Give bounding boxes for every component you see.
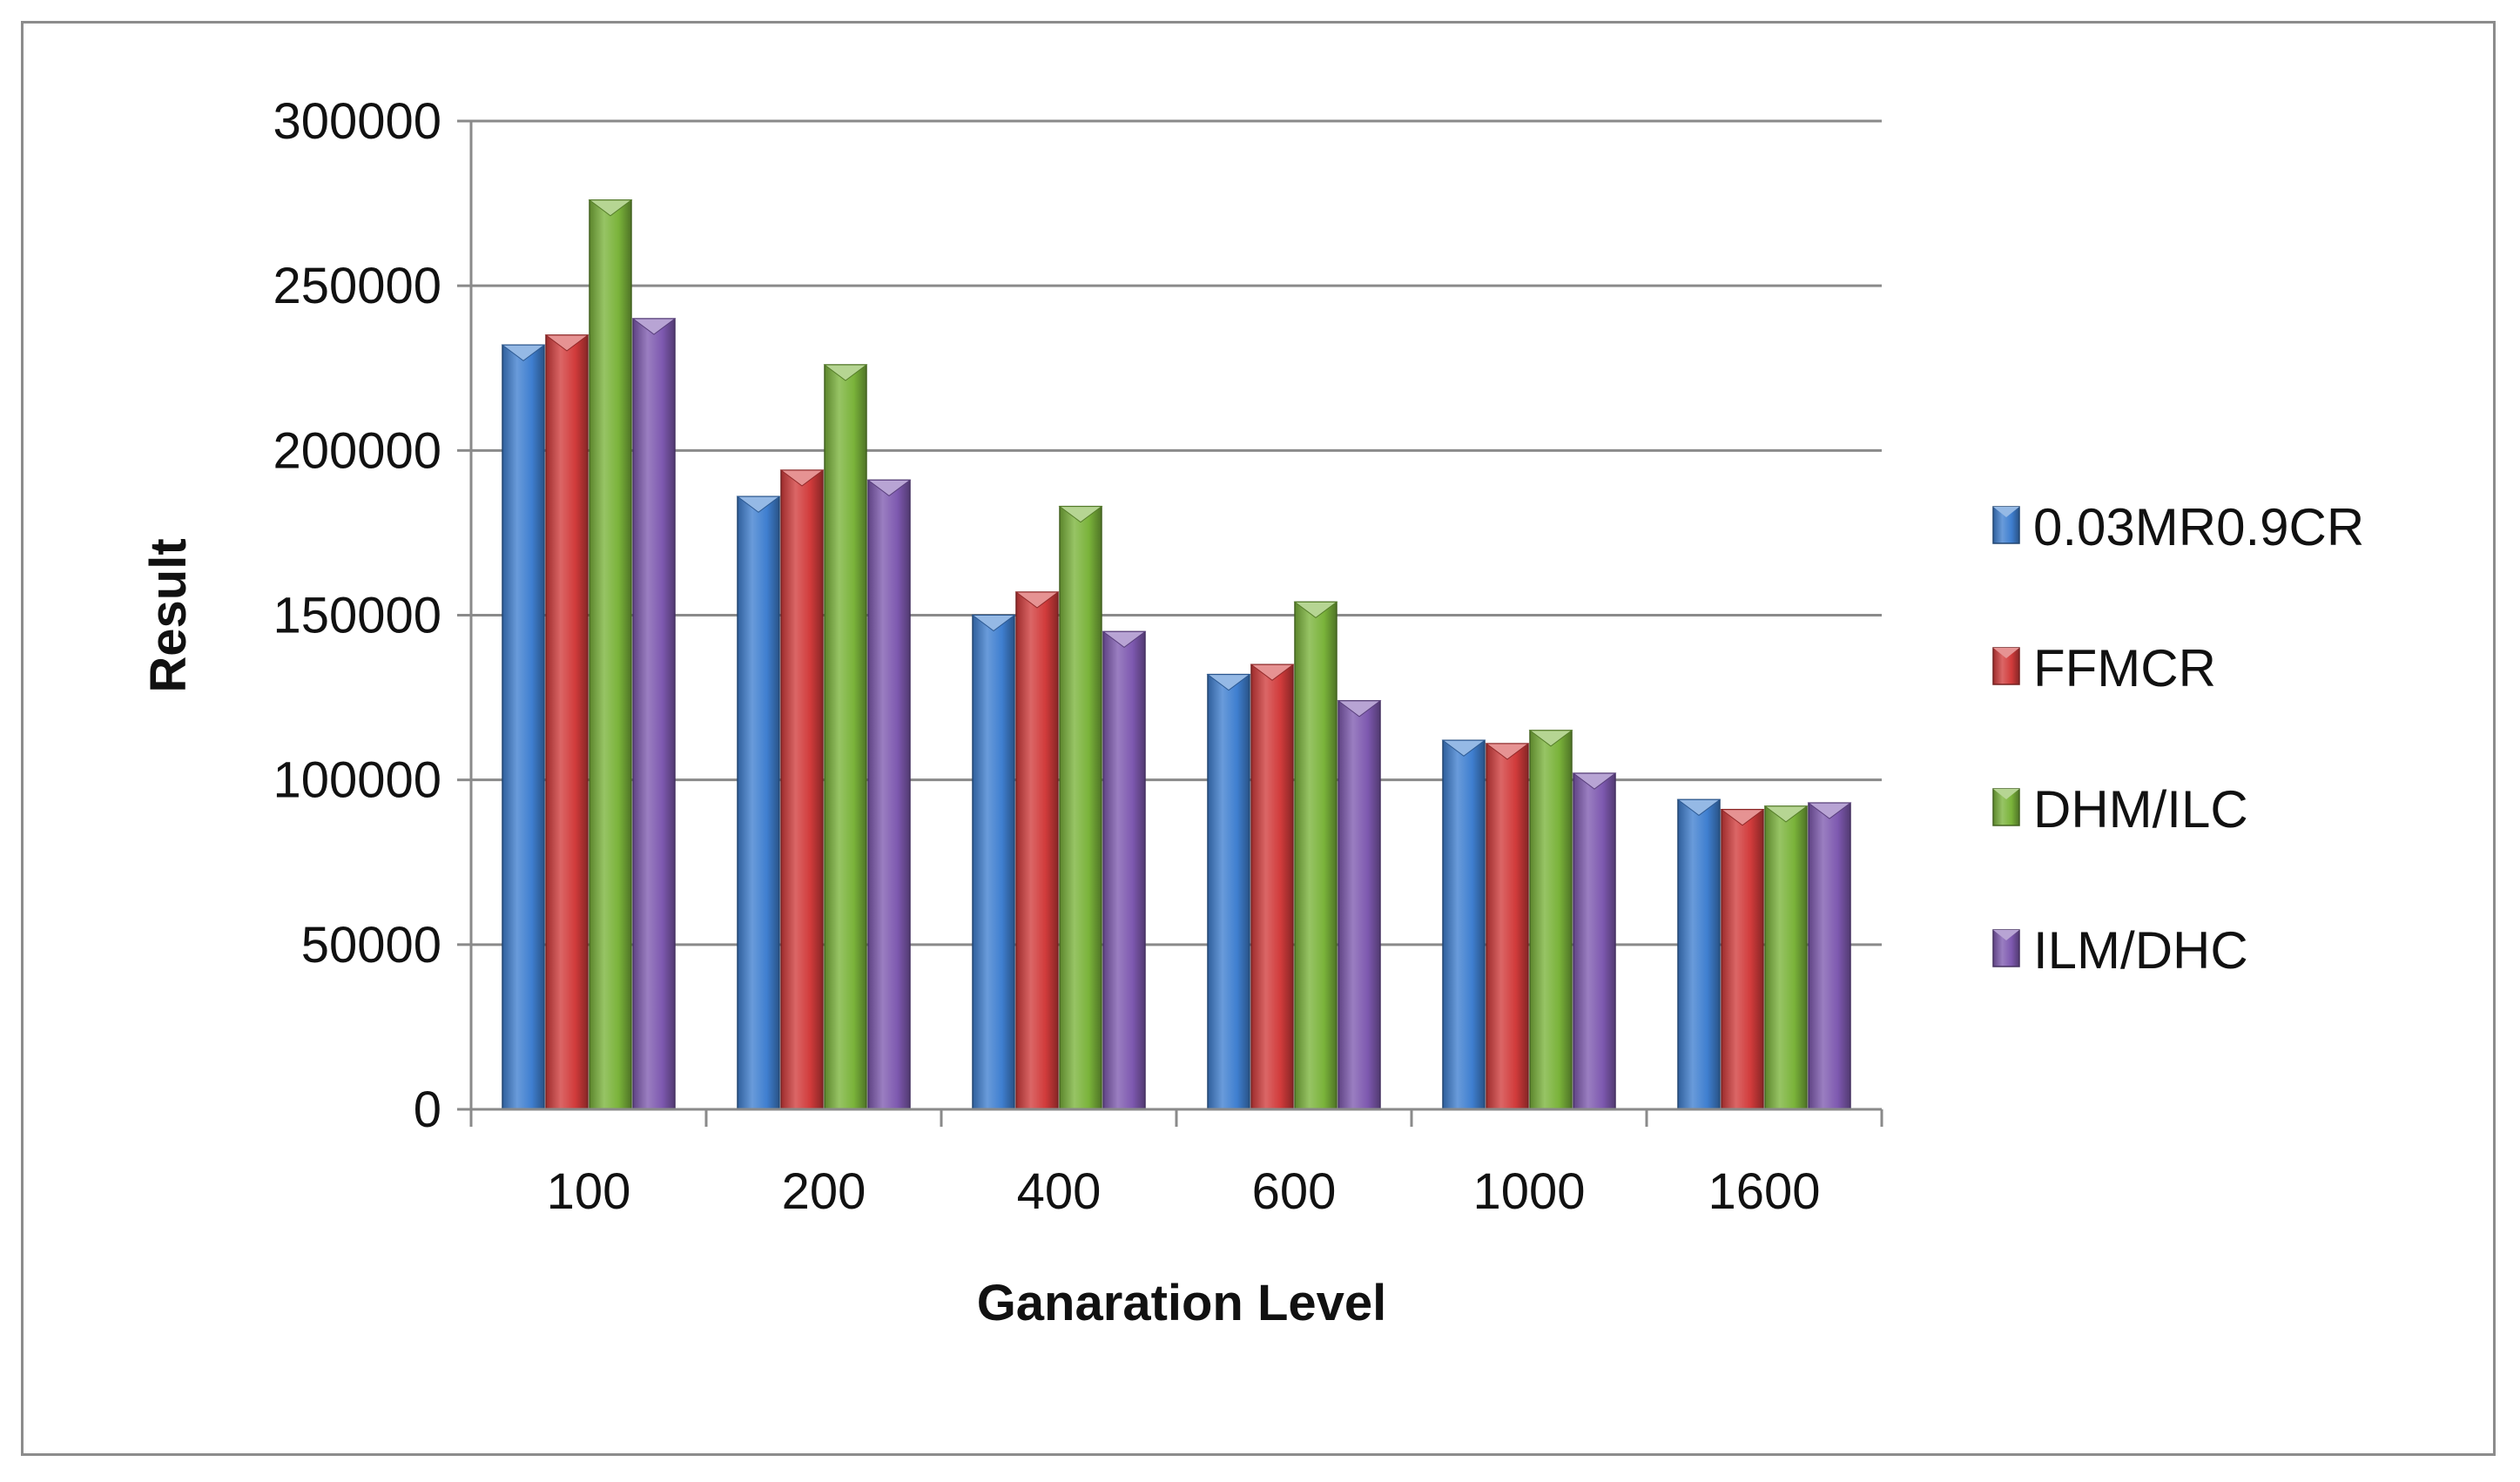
y-tick-label: 200000 xyxy=(273,422,441,479)
bar xyxy=(1293,601,1338,1110)
gridlines xyxy=(471,119,1882,946)
legend-item: 0.03MR0.9CR xyxy=(1992,498,2364,556)
bar xyxy=(1058,505,1103,1110)
legend-item: FFMCR xyxy=(1992,639,2216,697)
bar xyxy=(1720,808,1765,1110)
bar xyxy=(1206,673,1251,1110)
legend-label: ILM/DHC xyxy=(2033,921,2248,980)
legend-label: 0.03MR0.9CR xyxy=(2033,498,2364,556)
bar xyxy=(1807,802,1852,1110)
bar xyxy=(779,469,825,1110)
y-tick-label: 150000 xyxy=(273,588,441,644)
x-tick-label: 1000 xyxy=(1472,1163,1585,1220)
y-tick-labels: 0 50000 100000 150000 200000 250000 300000 xyxy=(273,93,441,1138)
bar xyxy=(544,334,590,1110)
x-tick-label: 200 xyxy=(782,1163,866,1220)
legend-label: DHM/ILC xyxy=(2033,780,2248,839)
bars xyxy=(501,199,1852,1110)
legend-item: DHM/ILC xyxy=(1992,780,2248,839)
chart-frame: 0 50000 100000 150000 200000 250000 300000 100… xyxy=(21,21,2496,1456)
bar xyxy=(1014,591,1060,1110)
bar xyxy=(1676,798,1722,1110)
x-tick-label: 100 xyxy=(547,1163,631,1220)
y-axis-title: Result xyxy=(140,538,197,692)
y-tick-label: 50000 xyxy=(301,917,441,973)
bar xyxy=(1528,730,1573,1110)
bar xyxy=(866,479,912,1110)
bar xyxy=(1441,739,1486,1110)
legend: 0.03MR0.9CR FFMCR DHM/ILC ILM/DHC xyxy=(1992,498,2364,980)
bar xyxy=(971,614,1016,1110)
legend-item: ILM/DHC xyxy=(1992,921,2248,980)
y-tick-label: 100000 xyxy=(273,752,441,809)
legend-label: FFMCR xyxy=(2033,639,2216,697)
bar xyxy=(1763,805,1809,1110)
bar xyxy=(501,344,546,1110)
x-tick-labels: 100 200 400 600 1000 1600 xyxy=(547,1163,1821,1220)
x-tick-label: 1600 xyxy=(1708,1163,1820,1220)
chart-svg: 0 50000 100000 150000 200000 250000 300000 100… xyxy=(140,93,2364,1331)
bar xyxy=(736,495,781,1110)
bar xyxy=(1572,772,1617,1110)
x-axis-title: Ganaration Level xyxy=(977,1275,1387,1331)
y-tick-label: 250000 xyxy=(273,258,441,314)
bar xyxy=(823,364,868,1110)
bar xyxy=(588,199,633,1110)
y-tick-label: 300000 xyxy=(273,93,441,150)
bar xyxy=(1102,630,1147,1110)
x-tick-label: 600 xyxy=(1252,1163,1337,1220)
x-tick-label: 400 xyxy=(1017,1163,1102,1220)
axes xyxy=(457,119,1883,1127)
bar xyxy=(631,318,677,1110)
y-tick-label: 0 xyxy=(414,1081,441,1138)
bar xyxy=(1250,664,1295,1110)
bar xyxy=(1485,743,1530,1110)
bar xyxy=(1337,700,1382,1110)
